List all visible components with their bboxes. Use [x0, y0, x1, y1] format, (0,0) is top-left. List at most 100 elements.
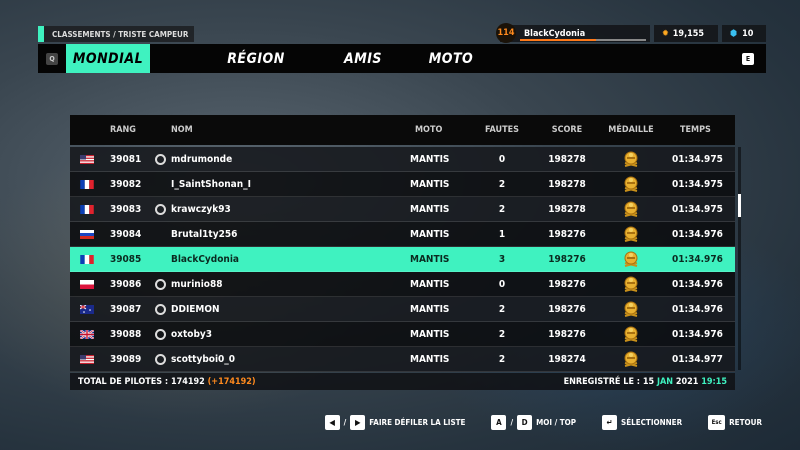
breadcrumb: CLASSEMENTS / TRISTE CAMPEUR: [38, 26, 195, 42]
back-hint: RETOUR: [729, 418, 762, 427]
recorded-date: ENREGISTRÉ LE : 15 JAN 2021 19:15: [563, 376, 727, 387]
gold-medal-icon: [623, 176, 639, 192]
a-key[interactable]: A: [491, 415, 507, 430]
score: 198278: [548, 153, 586, 165]
score: 198276: [548, 278, 586, 290]
time: 01:34.976: [672, 278, 723, 290]
gold-medal-icon: [623, 251, 639, 267]
level-badge: 114: [496, 23, 516, 43]
left-arrow-key-icon[interactable]: ◀: [324, 415, 340, 430]
moto: MANTIS: [410, 303, 450, 315]
rank: 39081: [110, 153, 142, 165]
moto: MANTIS: [410, 278, 450, 290]
moto: MANTIS: [410, 178, 450, 190]
d-key[interactable]: D: [517, 415, 533, 430]
gold-medal-icon: [623, 276, 639, 292]
moto: MANTIS: [410, 153, 450, 165]
rank: 39087: [110, 303, 142, 315]
ubisoft-icon: [155, 304, 166, 315]
flag-fr-icon: [80, 204, 94, 214]
gold-medal-icon: [623, 151, 639, 167]
time: 01:34.977: [672, 353, 723, 365]
table-row[interactable]: 39081 mdrumonde MANTIS 0 198278 01:34.97…: [70, 147, 735, 172]
player-profile[interactable]: 114 BlackCydonia: [496, 23, 650, 43]
gold-medal-icon: [623, 351, 639, 367]
time: 01:34.976: [672, 253, 723, 265]
currency-display: ✹ 19,155: [654, 25, 718, 42]
player-name: oxtoby3: [171, 328, 213, 340]
faults: 2: [498, 178, 506, 190]
faults: 2: [498, 353, 506, 365]
score: 198276: [548, 303, 586, 315]
select-hint: SÉLECTIONNER: [621, 418, 683, 427]
tab-amis[interactable]: AMIS: [343, 50, 383, 67]
moto: MANTIS: [410, 328, 450, 340]
faults: 2: [498, 328, 506, 340]
esc-key[interactable]: Esc: [708, 415, 726, 430]
rank: 39089: [110, 353, 142, 365]
time: 01:34.975: [672, 153, 723, 165]
score: 198276: [548, 328, 586, 340]
flag-us-icon: [80, 354, 94, 364]
ubisoft-icon: [155, 204, 166, 215]
gold-medal-icon: [623, 326, 639, 342]
prev-tab-key[interactable]: Q: [46, 52, 58, 65]
table-row[interactable]: 39088 oxtoby3 MANTIS 2 198276 01:34.976: [70, 322, 735, 347]
table-row[interactable]: 39086 murinio88 MANTIS 0 198276 01:34.97…: [70, 272, 735, 297]
flag-us-icon: [80, 154, 94, 164]
faults: 3: [498, 253, 506, 265]
leaderboard-table: RANG NOM MOTO FAUTES SCORE MÉDAILLE TEMP…: [70, 115, 735, 372]
score: 198278: [548, 178, 586, 190]
rank: 39083: [110, 203, 142, 215]
scrollbar-thumb[interactable]: [738, 194, 741, 217]
player-name: scottyboi0_0: [171, 353, 236, 365]
tab-region[interactable]: RÉGION: [227, 50, 285, 67]
control-hints: ◀ / ▶ FAIRE DÉFILER LA LISTE A / D MOI / T…: [324, 415, 762, 430]
tab-moto[interactable]: MOTO: [428, 50, 474, 67]
ubisoft-icon: [155, 329, 166, 340]
time: 01:34.976: [672, 328, 723, 340]
flag-au-icon: [79, 304, 94, 314]
table-row[interactable]: 39084 Brutal1ty256 MANTIS 1 198276 01:34…: [70, 222, 735, 247]
player-name: Brutal1ty256: [171, 228, 238, 240]
moto: MANTIS: [410, 228, 450, 240]
xp-progress-bar: [520, 39, 646, 41]
leaderboard-footer: TOTAL DE PILOTES : 174192 (+174192) ENRE…: [70, 373, 735, 390]
scroll-hint: FAIRE DÉFILER LA LISTE: [369, 418, 466, 427]
faults: 1: [498, 228, 506, 240]
enter-key-icon[interactable]: ↵: [602, 415, 618, 430]
player-bar: 114 BlackCydonia ✹ 19,155 ⬢ 10: [496, 23, 766, 43]
scrollbar[interactable]: [738, 147, 741, 370]
score: 198274: [548, 353, 586, 365]
table-header: RANG NOM MOTO FAUTES SCORE MÉDAILLE TEMP…: [70, 115, 735, 145]
total-delta: (+174192): [207, 376, 256, 387]
flag-fr-icon: [80, 254, 94, 264]
flag-fr-icon: [80, 179, 94, 189]
moto: MANTIS: [410, 353, 450, 365]
table-row[interactable]: 39083 krawczyk93 MANTIS 2 198278 01:34.9…: [70, 197, 735, 222]
gold-medal-icon: [623, 301, 639, 317]
next-tab-key[interactable]: E: [742, 52, 754, 65]
faults: 2: [498, 203, 506, 215]
moto: MANTIS: [410, 253, 450, 265]
player-name: krawczyk93: [171, 203, 231, 215]
total-pilots: TOTAL DE PILOTES : 174192: [78, 376, 205, 387]
score: 198276: [548, 228, 586, 240]
score: 198276: [548, 253, 586, 265]
rank: 39088: [110, 328, 142, 340]
gold-medal-icon: [623, 201, 639, 217]
tab-mondial[interactable]: MONDIAL: [66, 44, 150, 73]
player-name: murinio88: [171, 278, 223, 290]
faults: 0: [498, 153, 506, 165]
me-top-hint: MOI / TOP: [536, 418, 577, 427]
score: 198278: [548, 203, 586, 215]
coin-icon: ✹: [662, 28, 669, 39]
rank: 39086: [110, 278, 142, 290]
player-name: mdrumonde: [171, 153, 233, 165]
moto: MANTIS: [410, 203, 450, 215]
right-arrow-key-icon[interactable]: ▶: [350, 415, 366, 430]
table-row[interactable]: 39087 DDIEMON MANTIS 2 198276 01:34.976: [70, 297, 735, 322]
table-row[interactable]: 39082 I_SaintShonan_I MANTIS 2 198278 01…: [70, 172, 735, 197]
table-row-current-player[interactable]: 39085 BlackCydonia MANTIS 3 198276 01:34…: [70, 247, 735, 272]
table-row[interactable]: 39089 scottyboi0_0 MANTIS 2 198274 01:34…: [70, 347, 735, 372]
